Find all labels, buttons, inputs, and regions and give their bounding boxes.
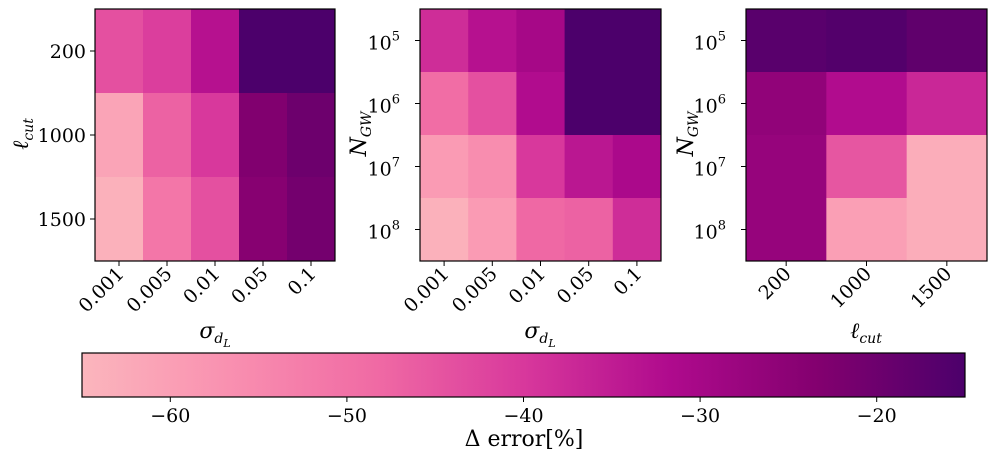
- x-tick-label: 0.001: [400, 263, 454, 317]
- y-tick-label: 108: [368, 219, 400, 244]
- heatmap-cell: [612, 9, 662, 73]
- heatmap-cell: [95, 177, 144, 262]
- heatmap-cell: [143, 93, 192, 178]
- heatmap-cell: [468, 9, 517, 73]
- colorbar-tick-label: −30: [680, 405, 720, 427]
- heatmap-cell: [239, 93, 288, 178]
- heatmap-cell: [746, 72, 827, 136]
- x-tick-label: 0.05: [553, 263, 598, 308]
- y-tick-label: 200: [50, 41, 86, 63]
- heatmap-cell: [826, 9, 908, 73]
- heatmap-cell: [826, 135, 908, 199]
- colorbar-tick-label: −20: [857, 405, 897, 427]
- heatmap-cell: [516, 72, 566, 136]
- heatmap-cell: [191, 93, 240, 178]
- heatmap-cell: [468, 198, 517, 262]
- heatmap-cell: [143, 9, 192, 94]
- heatmap-cell: [287, 177, 336, 262]
- heatmap-cell: [612, 72, 662, 136]
- colorbar-label: Δ error[%]: [465, 427, 584, 452]
- panel-2-ylabel: NGW: [347, 110, 375, 157]
- y-tick-label: 105: [694, 30, 726, 55]
- heatmap-cell: [906, 135, 988, 199]
- panel-1-ylabel: ℓcut: [9, 118, 37, 150]
- panel-2-xlabel: σdL: [524, 319, 555, 350]
- heatmap-cell: [746, 135, 827, 199]
- colorbar-tick-label: −40: [503, 405, 543, 427]
- heatmap-cell: [516, 135, 566, 199]
- panel-3-ylabel: NGW: [674, 110, 702, 157]
- x-tick-label: 200: [755, 263, 796, 304]
- panel-3-xlabel: ℓcut: [850, 319, 882, 347]
- x-tick-label: 0.001: [75, 263, 129, 317]
- y-tick-label: 105: [368, 30, 400, 55]
- x-tick-label: 0.01: [505, 263, 550, 308]
- y-tick-label: 1000: [38, 125, 86, 147]
- x-tick-label: 1000: [826, 263, 876, 313]
- panel-1-xlabel: σdL: [199, 319, 230, 350]
- y-tick-label: 107: [368, 156, 400, 181]
- x-tick-label: 0.005: [448, 263, 502, 317]
- heatmap-cell: [287, 93, 336, 178]
- heatmap-cell: [906, 9, 988, 73]
- colorbar-tick-label: −50: [327, 405, 367, 427]
- heatmap-cell: [95, 9, 144, 94]
- x-tick-label: 1500: [907, 263, 957, 313]
- y-tick-label: 108: [694, 219, 726, 244]
- colorbar: −60 −50 −40 −30 −20: [81, 352, 966, 427]
- colorbar-gradient: [81, 352, 966, 398]
- heatmap-cell: [420, 198, 469, 262]
- y-tick-label: 106: [368, 93, 400, 118]
- heatmap-cell: [191, 9, 240, 94]
- heatmap-cell: [420, 135, 469, 199]
- x-tick-label: 0.01: [179, 263, 224, 308]
- heatmap-cell: [612, 198, 662, 262]
- y-tick-label: 1500: [38, 209, 86, 231]
- heatmap-cell: [612, 135, 662, 199]
- heatmap-cell: [516, 9, 566, 73]
- heatmap-cell: [746, 9, 827, 73]
- colorbar-tick-label: −60: [150, 405, 190, 427]
- heatmap-cell: [191, 177, 240, 262]
- heatmap-cell: [287, 9, 336, 94]
- heatmap-panel-3: 105 106 107 108 200 1000 1500: [694, 8, 988, 313]
- x-tick-label: 0.1: [284, 263, 321, 300]
- heatmap-cell: [420, 9, 469, 73]
- heatmap-cell: [420, 72, 469, 136]
- x-tick-label: 0.05: [227, 263, 272, 308]
- heatmap-cell: [564, 72, 614, 136]
- heatmap-cell: [826, 198, 908, 262]
- heatmap-cell: [564, 198, 614, 262]
- heatmap-cell: [516, 198, 566, 262]
- x-tick-label: 0.005: [123, 263, 177, 317]
- heatmap-cell: [826, 72, 908, 136]
- x-tick-label: 0.1: [610, 263, 647, 300]
- y-tick-label: 106: [694, 93, 726, 118]
- heatmap-cell: [564, 135, 614, 199]
- heatmap-cell: [468, 72, 517, 136]
- heatmap-cell: [746, 198, 827, 262]
- heatmap-cell: [239, 9, 288, 94]
- heatmap-cell: [95, 93, 144, 178]
- heatmap-cell: [239, 177, 288, 262]
- heatmap-cell: [906, 198, 988, 262]
- heatmap-cell: [906, 72, 988, 136]
- y-tick-label: 107: [694, 156, 726, 181]
- heatmap-cell: [143, 177, 192, 262]
- heatmap-cell: [468, 135, 517, 199]
- heatmap-cell: [564, 9, 614, 73]
